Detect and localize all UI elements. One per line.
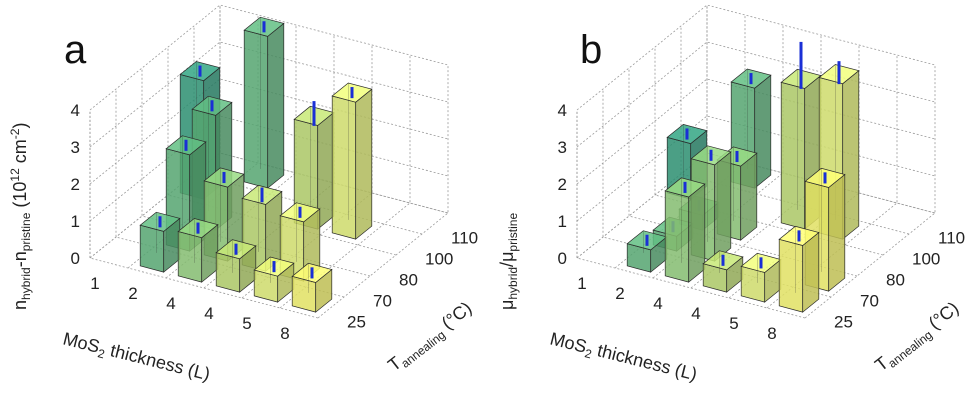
bar <box>139 211 181 273</box>
bar-face-right <box>267 22 285 189</box>
bar-face-right <box>802 231 820 313</box>
x-tick-label: 5 <box>242 314 251 333</box>
bar-face-left <box>780 81 806 230</box>
x-tick-label: 8 <box>280 324 289 343</box>
bar <box>243 16 285 189</box>
y-tick-label: 70 <box>373 292 392 311</box>
y-tick-label: 25 <box>347 313 366 332</box>
bar3d-chart-a: 01234854421257080100110nhybrid-npristine… <box>8 4 478 387</box>
y-tick-label: 110 <box>451 229 478 248</box>
y-tick-label: 100 <box>912 250 940 269</box>
grid-line <box>614 15 746 269</box>
chart-panel-a: 0 1 2 3 4 8 5 4 4 2 1 25 70 80 100 110 nhybrid-npristine… <box>0 0 486 395</box>
grid-line <box>576 4 936 111</box>
x-tick-label: 2 <box>615 284 624 303</box>
y-tick-label: 100 <box>425 250 453 269</box>
chart-panel-b: 0 1 2 3 4 8 5 4 4 2 1 25 70 80 100 110 μhybrid/μpristine… <box>487 0 973 395</box>
z-tick-label: 1 <box>71 212 80 231</box>
z-tick-label: 0 <box>71 249 80 268</box>
x-axis-label: MoS2 thickness (L) <box>547 328 699 387</box>
z-tick-label: 1 <box>558 212 567 231</box>
bar-face-left <box>139 224 165 273</box>
bar <box>331 82 373 240</box>
x-tick-label: 4 <box>166 294 175 313</box>
y-tick-label: 80 <box>886 271 905 290</box>
bar <box>241 184 283 272</box>
z-axis-label: nhybrid-npristine (1012 cm-2) <box>8 123 33 310</box>
bar <box>279 202 321 282</box>
bar-face-left <box>177 231 203 283</box>
bar <box>740 252 782 303</box>
bar <box>215 239 257 293</box>
y-axis-label: Tannealing (°C) <box>384 298 477 378</box>
grid-line <box>652 25 784 279</box>
bar-face-right <box>688 183 706 283</box>
bar-face-right <box>740 152 758 241</box>
bar-face-right <box>714 151 732 262</box>
plot-area: 01234854421257080100110nhybrid-npristine… <box>8 4 478 387</box>
y-tick-label: 25 <box>834 313 853 332</box>
x-tick-label: 2 <box>128 284 137 303</box>
bar-face-left <box>331 95 357 240</box>
panel-letter: b <box>580 28 603 72</box>
x-tick-label: 4 <box>204 304 213 323</box>
grid-line <box>89 41 449 148</box>
bar <box>293 101 335 230</box>
bar <box>291 262 333 313</box>
bar3d-chart-b: 01234854421257080100110μhybrid/μpristine… <box>497 4 965 387</box>
grid-line <box>766 55 898 309</box>
x-tick-label: 8 <box>767 324 776 343</box>
bar <box>626 230 668 273</box>
grid-line <box>89 4 449 111</box>
bar <box>177 218 219 283</box>
x-axis-label: MoS2 thickness (L) <box>60 328 212 387</box>
grid-line <box>203 35 335 289</box>
z-tick-label: 3 <box>71 138 80 157</box>
x-tick-label: 5 <box>729 314 738 333</box>
grid-line <box>279 55 411 309</box>
y-tick-label: 110 <box>938 229 965 248</box>
z-axis-label: μhybrid/μpristine <box>497 213 520 310</box>
bar-face-left <box>243 29 269 189</box>
bar <box>702 250 744 293</box>
z-tick-label: 4 <box>558 101 567 120</box>
bar-face-right <box>828 173 846 292</box>
bar <box>778 225 820 313</box>
grid-line <box>165 25 297 279</box>
x-tick-label: 4 <box>653 294 662 313</box>
plot-area: 01234854421257080100110μhybrid/μpristine… <box>497 4 965 387</box>
bar <box>664 177 706 283</box>
bar-face-left <box>664 190 690 283</box>
grid-line <box>576 5 708 259</box>
z-tick-label: 0 <box>558 249 567 268</box>
grid-line <box>317 65 449 319</box>
grid-line <box>804 65 936 319</box>
z-tick-label: 2 <box>71 175 80 194</box>
bar-face-left <box>215 252 241 293</box>
x-tick-label: 4 <box>691 304 700 323</box>
y-axis-label: Tannealing (°C) <box>871 298 964 378</box>
x-tick-label: 1 <box>90 274 99 293</box>
z-tick-label: 3 <box>558 138 567 157</box>
y-tick-label: 80 <box>399 271 418 290</box>
y-tick-label: 70 <box>860 292 879 311</box>
grid-line <box>89 5 221 259</box>
z-tick-label: 2 <box>558 175 567 194</box>
x-tick-label: 1 <box>577 274 586 293</box>
bar-face-right <box>355 88 373 240</box>
z-tick-label: 4 <box>71 101 80 120</box>
panel-letter: a <box>64 28 87 72</box>
bar <box>253 256 295 303</box>
bar-face-left <box>778 238 804 313</box>
